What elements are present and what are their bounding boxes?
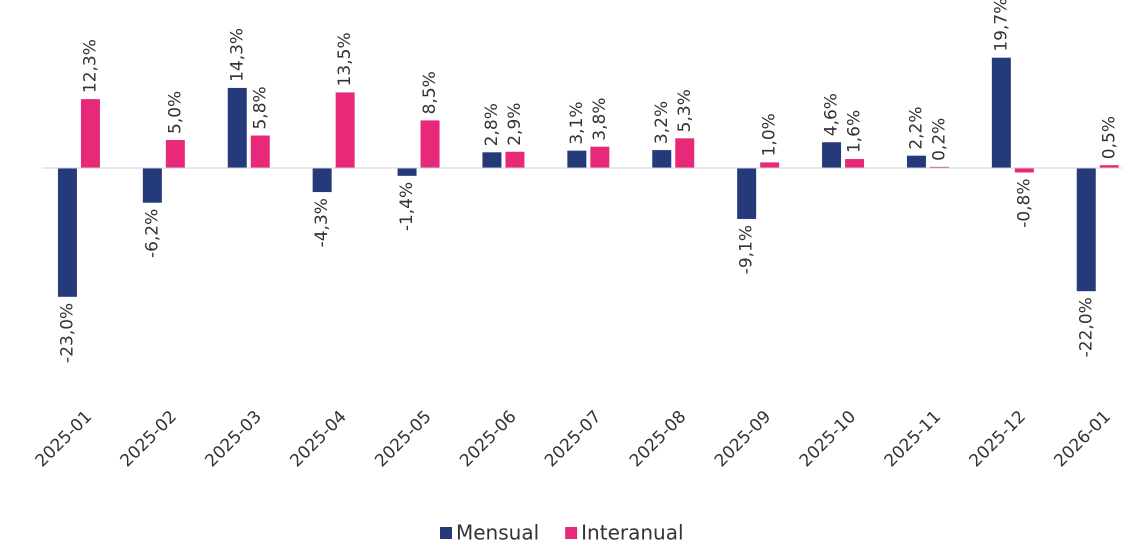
x-tick-label: 2025-04 (286, 407, 350, 471)
value-label: 14,3% (227, 28, 247, 82)
value-label: -22,0% (1076, 297, 1096, 357)
value-label: 2,2% (906, 106, 926, 149)
value-label: -0,8% (1014, 178, 1034, 227)
bar (250, 135, 270, 168)
bar (652, 150, 672, 168)
bar (505, 151, 525, 168)
x-tick-label: 2025-07 (541, 407, 605, 471)
bar (675, 138, 695, 168)
x-tick-label: 2025-11 (881, 407, 945, 471)
bar (737, 168, 757, 219)
value-label: -4,3% (312, 198, 332, 247)
legend-swatch (565, 527, 578, 539)
bar (1076, 168, 1096, 292)
bar (165, 140, 185, 168)
x-tick-label: 2025-05 (371, 407, 435, 471)
value-label: 0,5% (1099, 116, 1119, 159)
x-tick-label: 2026-01 (1050, 407, 1114, 471)
value-label: 3,8% (590, 98, 610, 141)
bar (991, 57, 1011, 168)
value-label: 1,6% (845, 110, 865, 153)
legend: Mensual Interanual (440, 521, 684, 545)
bar (1014, 168, 1034, 173)
bar (80, 99, 100, 168)
value-label: 3,1% (567, 101, 587, 144)
value-label: 2,9% (505, 103, 525, 146)
value-label: -6,2% (142, 209, 162, 258)
x-tick-label: 2025-01 (32, 407, 96, 471)
value-label: 0,2% (929, 118, 949, 161)
bar (312, 168, 332, 193)
value-label: 5,0% (165, 91, 185, 134)
value-label: 5,3% (675, 89, 695, 132)
bar (906, 155, 926, 168)
bar (335, 92, 355, 168)
legend-label: Interanual (581, 521, 683, 545)
value-label: 19,7% (991, 0, 1011, 52)
x-tick-label: 2025-08 (626, 407, 690, 471)
value-label: 1,0% (760, 113, 780, 156)
x-tick-label: 2025-02 (117, 407, 181, 471)
value-label: 4,6% (822, 93, 842, 136)
bar (845, 159, 865, 168)
bar (567, 150, 587, 168)
bar (482, 152, 502, 168)
x-tick-label: 2025-12 (966, 407, 1030, 471)
bar (929, 166, 949, 168)
bar (420, 120, 440, 168)
value-label: -1,4% (397, 182, 417, 231)
value-label: -9,1% (737, 225, 757, 274)
value-label: 12,3% (80, 39, 100, 93)
x-tick-label: 2025-03 (201, 407, 265, 471)
bar (590, 146, 610, 168)
bar (822, 142, 842, 168)
bar (1099, 165, 1119, 168)
bar (760, 162, 780, 168)
x-tick-label: 2025-09 (711, 407, 775, 471)
x-tick-label: 2025-10 (796, 407, 860, 471)
value-label: 2,8% (482, 103, 502, 146)
bar (397, 168, 417, 176)
legend-label: Mensual (456, 521, 539, 545)
x-tick-label: 2025-06 (456, 407, 520, 471)
value-label: 5,8% (250, 86, 270, 129)
value-label: 13,5% (335, 32, 355, 86)
value-label: 8,5% (420, 71, 440, 114)
legend-swatch (440, 527, 452, 539)
value-label: -23,0% (57, 303, 77, 363)
bar (142, 168, 162, 203)
value-label: 3,2% (652, 101, 672, 144)
bar (57, 168, 77, 297)
bar (227, 87, 247, 168)
